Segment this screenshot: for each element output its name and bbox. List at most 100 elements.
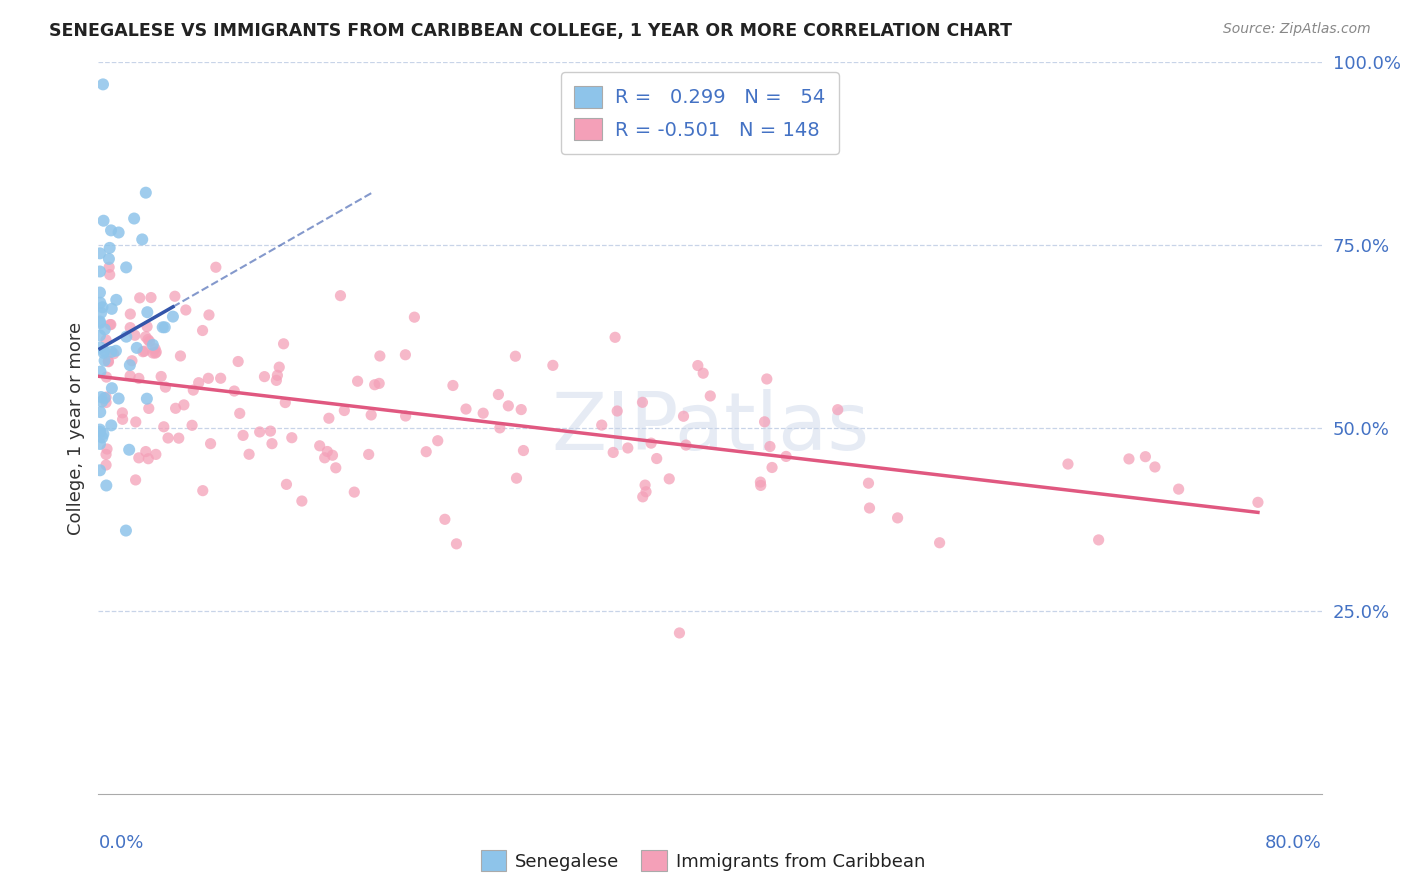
Point (316, 444, 339, 458)
Point (181, 383, 204, 397)
Point (1247, 495, 1270, 509)
Point (759, 440, 782, 454)
Point (120, 320, 142, 334)
Point (100, 301, 122, 316)
Point (512, 443, 534, 458)
Point (93, 343, 115, 358)
Point (360, 408, 382, 422)
Point (269, 360, 291, 375)
Point (135, 186, 157, 200)
Point (617, 441, 640, 455)
Point (89, 264, 111, 278)
Point (153, 320, 176, 334)
Point (368, 376, 391, 391)
Point (274, 395, 297, 409)
Point (1143, 460, 1166, 475)
Point (606, 404, 628, 418)
Point (100, 345, 122, 359)
Point (886, 511, 908, 525)
Point (162, 310, 184, 324)
Point (198, 308, 221, 322)
Point (89, 365, 111, 379)
Point (749, 475, 772, 489)
Point (122, 211, 145, 226)
Point (138, 334, 160, 349)
Text: ZIPatlas: ZIPatlas (551, 389, 869, 467)
Point (163, 289, 186, 303)
Point (191, 324, 214, 338)
Point (631, 490, 654, 504)
Point (775, 450, 797, 464)
Point (169, 349, 191, 363)
Point (749, 478, 772, 492)
Point (858, 476, 880, 491)
Point (486, 387, 509, 401)
Point (343, 485, 366, 500)
Point (94, 390, 117, 404)
Point (115, 329, 138, 343)
Point (1135, 450, 1157, 464)
Point (181, 418, 204, 433)
Point (754, 415, 776, 429)
Point (94, 395, 117, 409)
Point (124, 328, 146, 343)
Point (686, 359, 709, 373)
Point (238, 447, 260, 461)
Point (321, 448, 343, 462)
Point (1087, 533, 1109, 547)
Point (276, 477, 298, 491)
Y-axis label: College, 1 year or more: College, 1 year or more (66, 322, 84, 534)
Point (91, 78, 114, 92)
Point (100, 418, 122, 433)
Point (89, 405, 111, 419)
Point (98, 318, 121, 332)
Point (603, 330, 626, 344)
Point (105, 293, 128, 307)
Point (142, 338, 165, 352)
Point (93, 391, 115, 405)
Point (253, 369, 276, 384)
Point (928, 535, 950, 549)
Point (93, 346, 115, 360)
Point (205, 260, 228, 275)
Legend: Senegalese, Immigrants from Caribbean: Senegalese, Immigrants from Caribbean (474, 843, 932, 879)
Point (187, 376, 209, 390)
Point (394, 348, 416, 362)
Point (90, 390, 112, 404)
Point (89, 285, 111, 300)
Point (96, 478, 118, 492)
Point (89, 340, 111, 354)
Point (94, 322, 117, 336)
Point (249, 425, 271, 439)
Point (89, 314, 111, 328)
Point (120, 307, 142, 321)
Point (357, 447, 380, 461)
Point (363, 377, 385, 392)
Point (91, 394, 114, 409)
Point (136, 319, 159, 334)
Point (325, 460, 347, 475)
Text: 80.0%: 80.0% (1265, 834, 1322, 852)
Point (498, 399, 520, 413)
Point (699, 389, 721, 403)
Point (125, 341, 148, 355)
Point (89, 463, 111, 477)
Point (368, 349, 391, 363)
Point (103, 347, 125, 361)
Point (89, 295, 111, 310)
Point (266, 368, 288, 383)
Point (97, 252, 120, 266)
Point (1118, 451, 1140, 466)
Point (505, 349, 527, 363)
Point (115, 260, 138, 275)
Point (1167, 482, 1189, 496)
Point (291, 494, 314, 508)
Point (111, 412, 134, 426)
Point (602, 445, 624, 459)
Point (157, 431, 180, 445)
Legend: R =   0.299   N =   54, R = -0.501   N = 148: R = 0.299 N = 54, R = -0.501 N = 148 (561, 72, 839, 154)
Point (488, 421, 510, 435)
Point (107, 392, 129, 406)
Point (125, 415, 148, 429)
Point (93, 426, 115, 441)
